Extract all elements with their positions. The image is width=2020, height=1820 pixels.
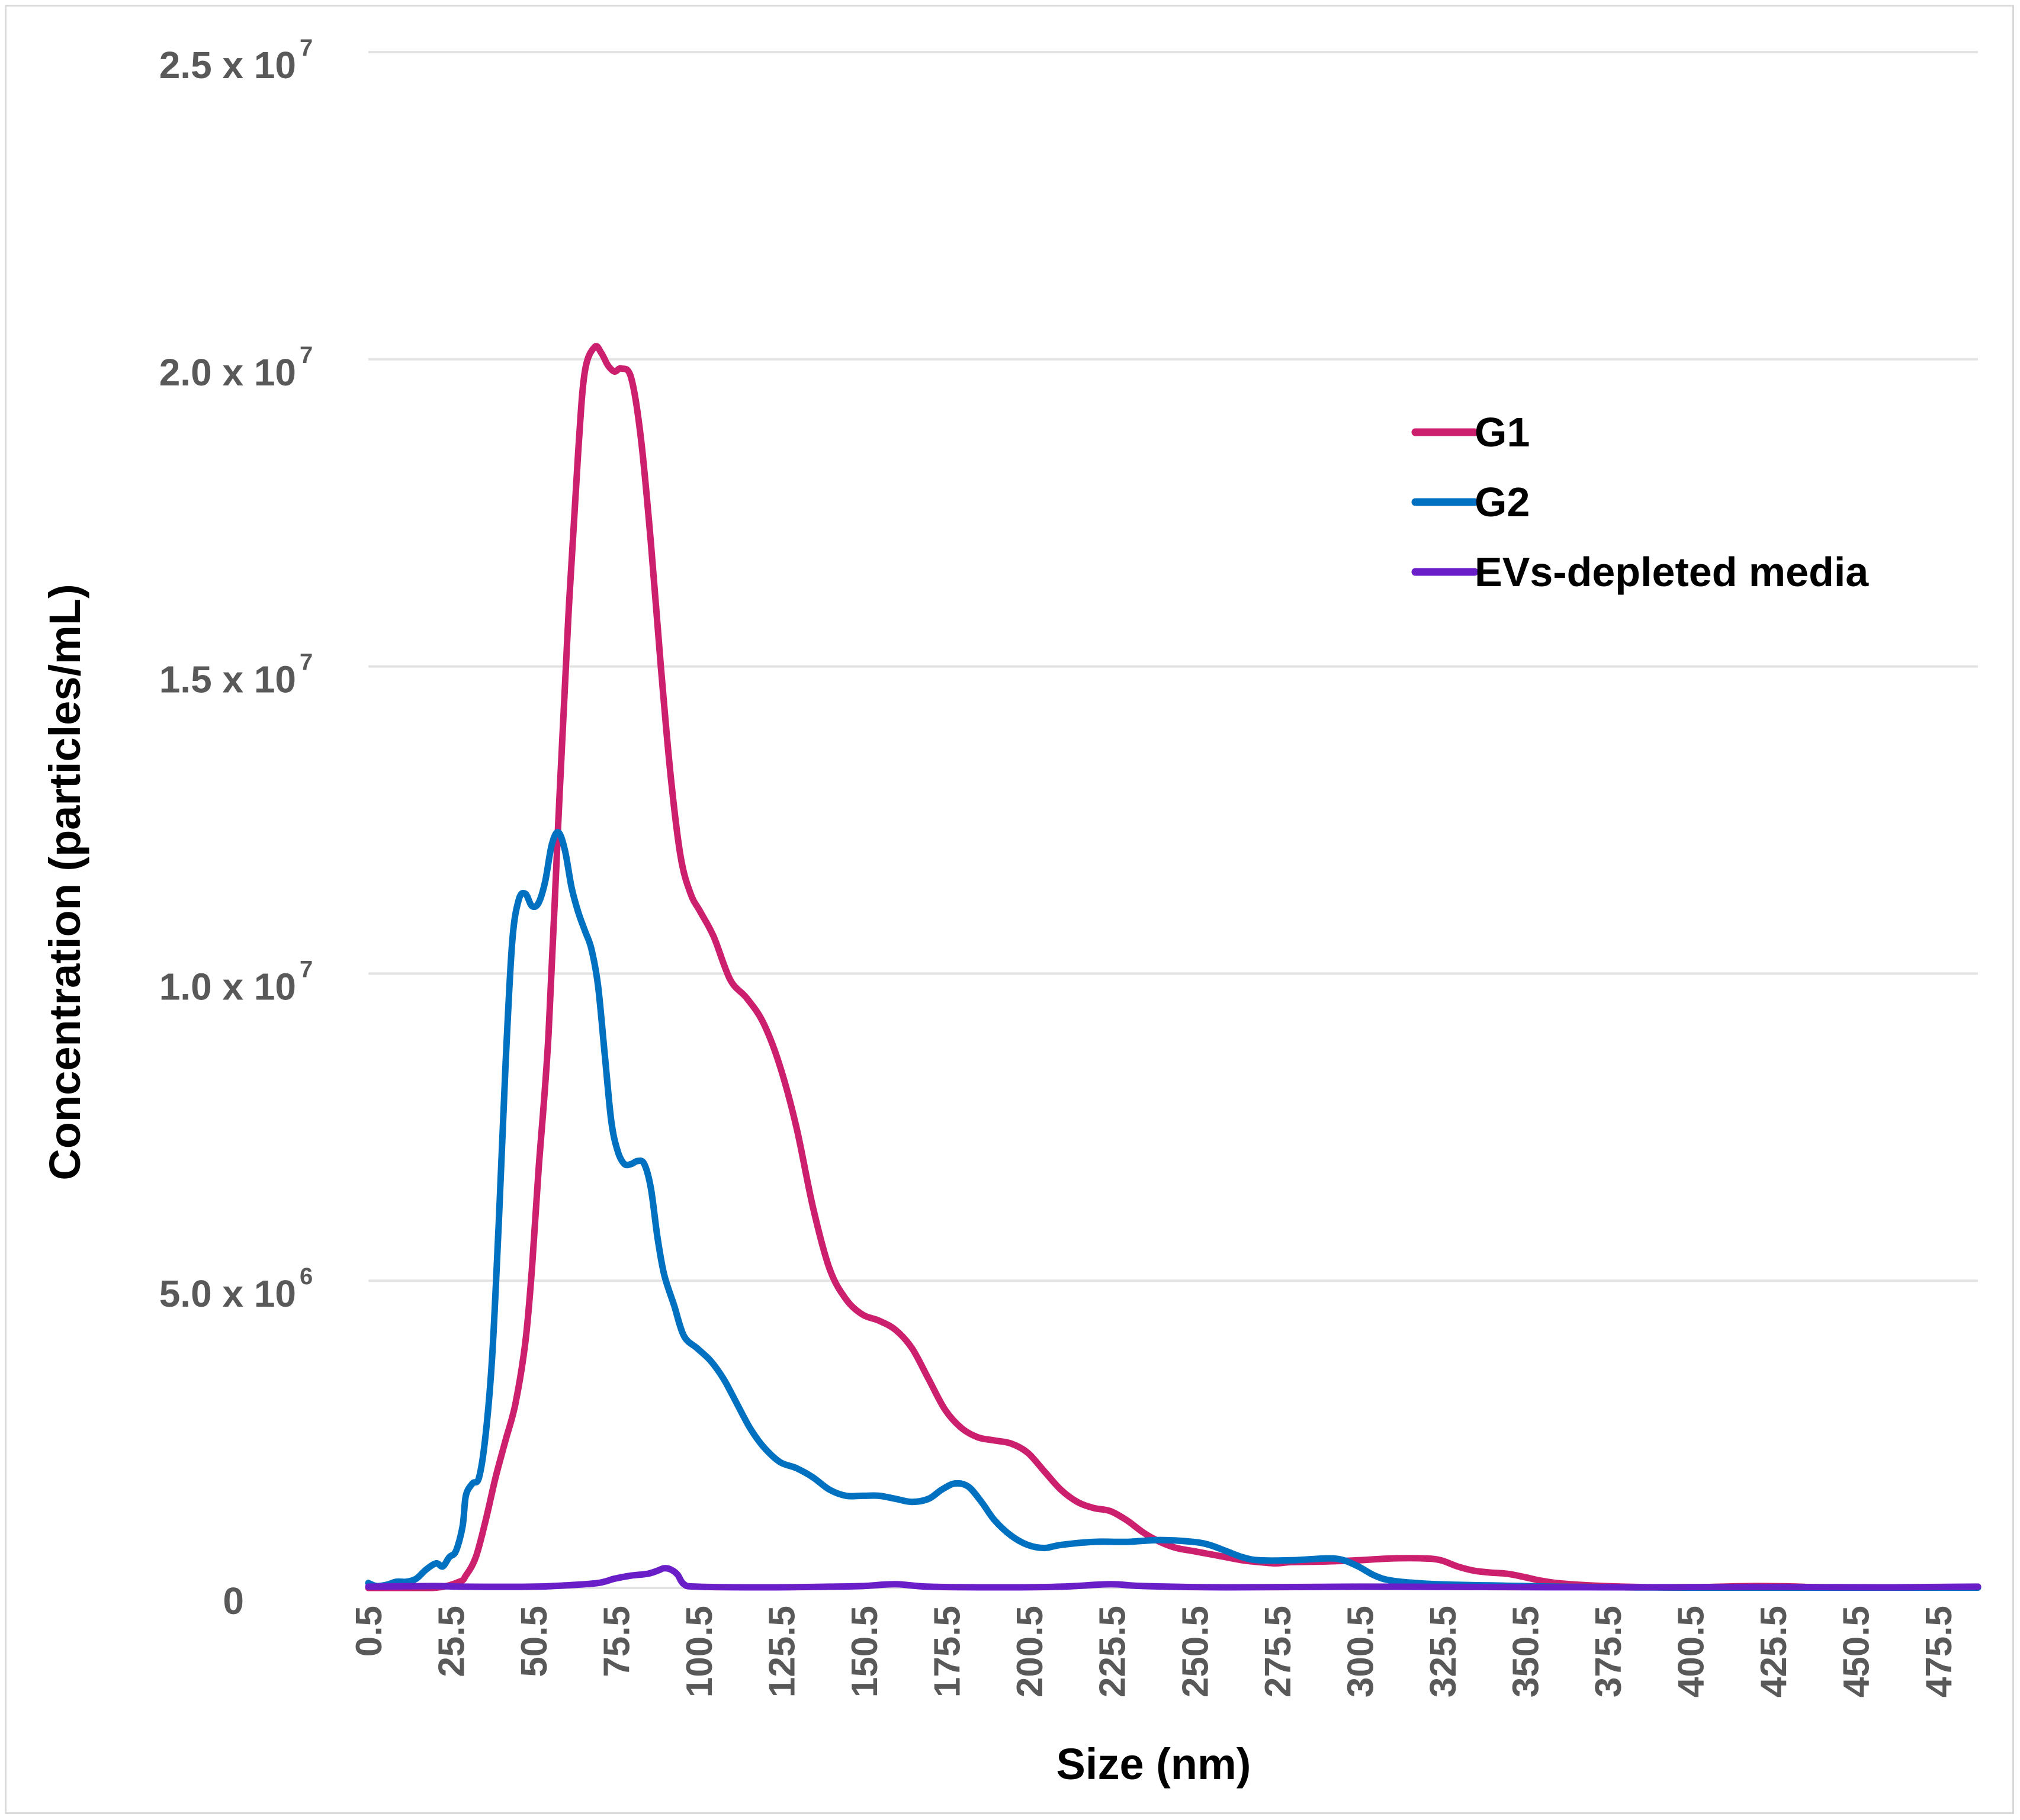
y-tick-label: 5.0 x 10 (159, 1272, 296, 1315)
gridlines (368, 51, 1978, 1589)
y-tick-label: 1.5 x 10 (159, 658, 296, 701)
x-tick-label: 425.5 (1754, 1606, 1794, 1697)
x-tick-label: 50.5 (514, 1606, 555, 1677)
y-tick-exponent: 7 (300, 956, 313, 982)
y-axis-title: Concentration (particles/mL) (40, 584, 89, 1180)
x-tick-label: 25.5 (432, 1606, 473, 1677)
y-tick-label: 0 (223, 1580, 244, 1622)
series-lines (365, 343, 1982, 1591)
x-tick-label: 375.5 (1588, 1606, 1629, 1697)
x-tick-label: 350.5 (1505, 1606, 1546, 1697)
figure-frame (5, 5, 2014, 1814)
x-tick-label: 400.5 (1671, 1606, 1711, 1697)
x-tick-label: 300.5 (1340, 1606, 1381, 1697)
y-tick-exponent: 6 (300, 1263, 313, 1290)
y-tick-exponent: 7 (300, 649, 313, 676)
y-tick-label: 2.0 x 10 (159, 351, 296, 394)
y-tick-exponent: 7 (300, 342, 313, 368)
x-tick-label: 325.5 (1423, 1606, 1464, 1697)
legend-label-g1: G1 (1475, 409, 1530, 455)
y-tick-label: 1.0 x 10 (159, 965, 296, 1008)
x-tick-label: 225.5 (1093, 1606, 1133, 1697)
x-tick-label: 125.5 (762, 1606, 803, 1697)
x-tick-label: 250.5 (1175, 1606, 1216, 1697)
y-axis-ticks: 05.0 x 10 61.0 x 10 71.5 x 10 72.0 x 10 72.5… (159, 35, 313, 1622)
legend: G1 G2 EVs-depleted media (1411, 409, 1869, 595)
x-tick-label: 475.5 (1919, 1606, 1960, 1697)
x-tick-label: 200.5 (1010, 1606, 1051, 1697)
x-axis-title: Size (nm) (1056, 1739, 1251, 1789)
x-tick-label: 0.5 (349, 1606, 390, 1657)
legend-label-g2: G2 (1475, 479, 1530, 525)
y-tick-exponent: 7 (300, 35, 313, 61)
x-axis-ticks: 0.5 25.5 50.5 75.5 100.5 125.5 150.5 175.5 200.5… (349, 1606, 1960, 1697)
x-tick-label: 75.5 (597, 1606, 638, 1677)
series-line-evs-depleted-media (365, 1565, 1982, 1591)
legend-label-evs-depleted-media: EVs-depleted media (1475, 549, 1869, 595)
x-tick-label: 175.5 (927, 1606, 968, 1697)
series-line-g1 (365, 343, 1982, 1591)
x-tick-label: 150.5 (844, 1606, 885, 1697)
x-tick-label: 450.5 (1836, 1606, 1877, 1697)
y-tick-label: 2.5 x 10 (159, 44, 296, 86)
series-line-g2 (365, 829, 1982, 1591)
x-tick-label: 275.5 (1258, 1606, 1299, 1697)
x-tick-label: 100.5 (679, 1606, 720, 1697)
